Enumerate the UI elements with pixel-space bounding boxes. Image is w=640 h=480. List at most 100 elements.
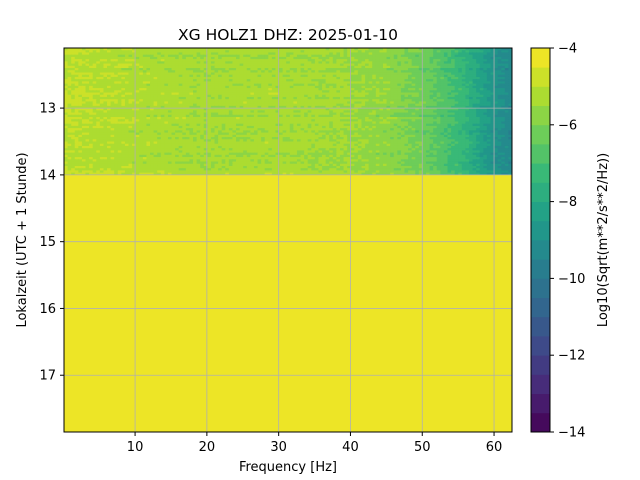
heatmap-cell xyxy=(200,121,205,125)
heatmap-cell xyxy=(411,72,416,76)
heatmap-cell xyxy=(293,92,298,96)
heatmap-cell xyxy=(436,108,441,111)
heatmap-cell xyxy=(307,134,312,138)
heatmap-cell xyxy=(107,94,112,98)
heatmap-cell xyxy=(286,54,291,58)
heatmap-cell xyxy=(350,103,355,107)
heatmap-cell xyxy=(322,121,327,125)
heatmap-cell xyxy=(339,105,345,109)
heatmap-cell xyxy=(322,130,327,134)
heatmap-cell xyxy=(96,128,101,131)
heatmap-cell xyxy=(325,56,330,60)
heatmap-cell xyxy=(89,56,94,60)
heatmap-cell xyxy=(124,132,130,136)
heatmap-cell xyxy=(164,76,169,80)
heatmap-cell xyxy=(397,130,402,134)
heatmap-cell xyxy=(128,92,133,96)
heatmap-cell xyxy=(339,114,345,118)
heatmap-cell xyxy=(193,76,198,80)
heatmap-cell xyxy=(239,76,244,80)
heatmap-cell xyxy=(483,83,488,87)
heatmap-cell xyxy=(178,74,183,78)
heatmap-cell xyxy=(433,121,438,125)
heatmap-cell xyxy=(153,130,158,134)
heatmap-cell xyxy=(228,76,234,80)
heatmap-cell xyxy=(408,63,413,67)
heatmap-cell xyxy=(508,74,512,78)
heatmap-cell xyxy=(375,130,380,134)
heatmap-cell xyxy=(494,96,499,100)
heatmap-cell xyxy=(114,114,119,118)
heatmap-cell xyxy=(425,83,431,87)
heatmap-cell xyxy=(368,96,373,100)
heatmap-cell xyxy=(404,81,409,85)
heatmap-cell xyxy=(89,123,94,127)
heatmap-cell xyxy=(418,125,423,129)
heatmap-cell xyxy=(476,103,481,107)
heatmap-cell xyxy=(293,121,298,125)
heatmap-cell xyxy=(246,85,251,89)
heatmap-cell xyxy=(207,63,212,67)
heatmap-cell xyxy=(107,74,112,78)
heatmap-cell xyxy=(289,99,294,103)
heatmap-cell xyxy=(486,90,492,94)
heatmap-cell xyxy=(124,130,130,134)
heatmap-cell xyxy=(282,56,287,60)
heatmap-cell xyxy=(225,59,230,62)
heatmap-cell xyxy=(390,92,395,96)
heatmap-cell xyxy=(447,59,452,62)
heatmap-cell xyxy=(304,88,309,91)
heatmap-cell xyxy=(508,108,512,111)
heatmap-cell xyxy=(107,68,112,71)
heatmap-cell xyxy=(275,114,280,118)
heatmap-cell xyxy=(135,108,140,111)
heatmap-cell xyxy=(218,125,223,129)
heatmap-cell xyxy=(508,65,512,69)
heatmap-cell xyxy=(504,103,510,107)
heatmap-cell xyxy=(314,134,320,138)
heatmap-cell xyxy=(483,125,488,129)
heatmap-cell xyxy=(264,92,269,96)
heatmap-cell xyxy=(175,68,180,71)
heatmap-cell xyxy=(139,114,144,118)
heatmap-cell xyxy=(476,88,481,91)
heatmap-cell xyxy=(472,121,477,125)
heatmap-cell xyxy=(64,132,69,136)
heatmap-cell xyxy=(483,99,488,103)
heatmap-cell xyxy=(228,96,234,100)
heatmap-cell xyxy=(304,74,309,78)
heatmap-cell xyxy=(339,101,345,105)
heatmap-cell xyxy=(128,108,133,111)
heatmap-cell xyxy=(271,79,277,82)
heatmap-cell xyxy=(458,90,463,94)
heatmap-cell xyxy=(178,110,183,114)
heatmap-cell xyxy=(375,132,380,136)
heatmap-cell xyxy=(454,74,459,78)
heatmap-cell xyxy=(390,85,395,89)
heatmap-cell xyxy=(451,54,456,58)
heatmap-cell xyxy=(307,54,312,58)
heatmap-cell xyxy=(271,88,277,91)
heatmap-cell xyxy=(336,103,341,107)
heatmap-cell xyxy=(490,96,495,100)
heatmap-cell xyxy=(483,68,488,71)
heatmap-cell xyxy=(357,112,363,116)
heatmap-cell xyxy=(92,96,97,100)
heatmap-cell xyxy=(465,50,470,54)
heatmap-cell xyxy=(311,68,316,71)
heatmap-cell xyxy=(433,117,438,120)
heatmap-cell xyxy=(461,105,466,109)
heatmap-cell xyxy=(339,54,345,58)
heatmap-cell xyxy=(400,68,406,71)
heatmap-cell xyxy=(196,56,201,60)
heatmap-cell xyxy=(322,72,327,76)
heatmap-cell xyxy=(203,117,208,120)
heatmap-cell xyxy=(99,132,105,136)
heatmap-cell xyxy=(207,76,212,80)
heatmap-cell xyxy=(339,130,345,134)
heatmap-cell xyxy=(203,70,208,74)
heatmap-cell xyxy=(128,101,133,105)
heatmap-cell xyxy=(243,134,248,138)
heatmap-cell xyxy=(239,128,244,131)
heatmap-cell xyxy=(200,94,205,98)
